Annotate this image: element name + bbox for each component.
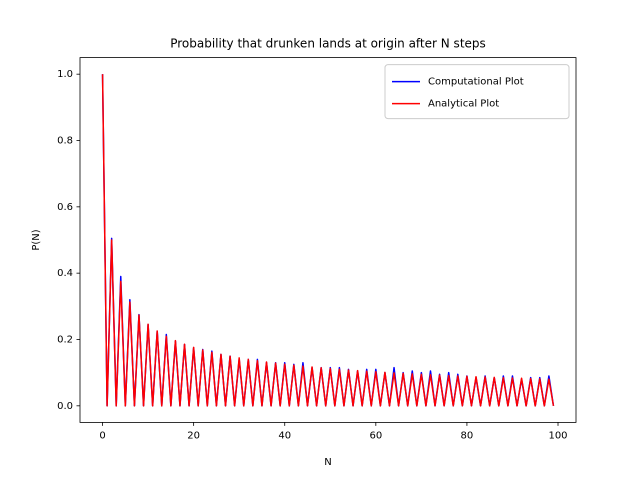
axes-frame xyxy=(79,57,577,423)
x-tick-label: 40 xyxy=(278,430,291,441)
legend-label: Analytical Plot xyxy=(428,99,499,110)
legend-box xyxy=(384,64,570,120)
y-axis-label: P(N) xyxy=(31,229,42,250)
y-tick-label: 0.6 xyxy=(57,202,73,213)
x-tick-label: 100 xyxy=(548,430,567,441)
chart-title: Probability that drunken lands at origin… xyxy=(170,37,486,51)
y-tick-label: 0.4 xyxy=(57,268,73,279)
x-tick-label: 60 xyxy=(369,430,382,441)
y-tick-label: 0.0 xyxy=(57,401,73,412)
x-tick-label: 20 xyxy=(187,430,200,441)
series-line xyxy=(101,74,555,407)
x-tick-label: 0 xyxy=(99,430,105,441)
legend-label: Computational Plot xyxy=(428,77,524,88)
y-tick-label: 1.0 xyxy=(57,69,73,80)
y-tick-label: 0.8 xyxy=(57,136,73,147)
y-tick-label: 0.2 xyxy=(57,334,73,345)
x-axis-label: N xyxy=(324,457,331,468)
x-tick-label: 80 xyxy=(461,430,474,441)
